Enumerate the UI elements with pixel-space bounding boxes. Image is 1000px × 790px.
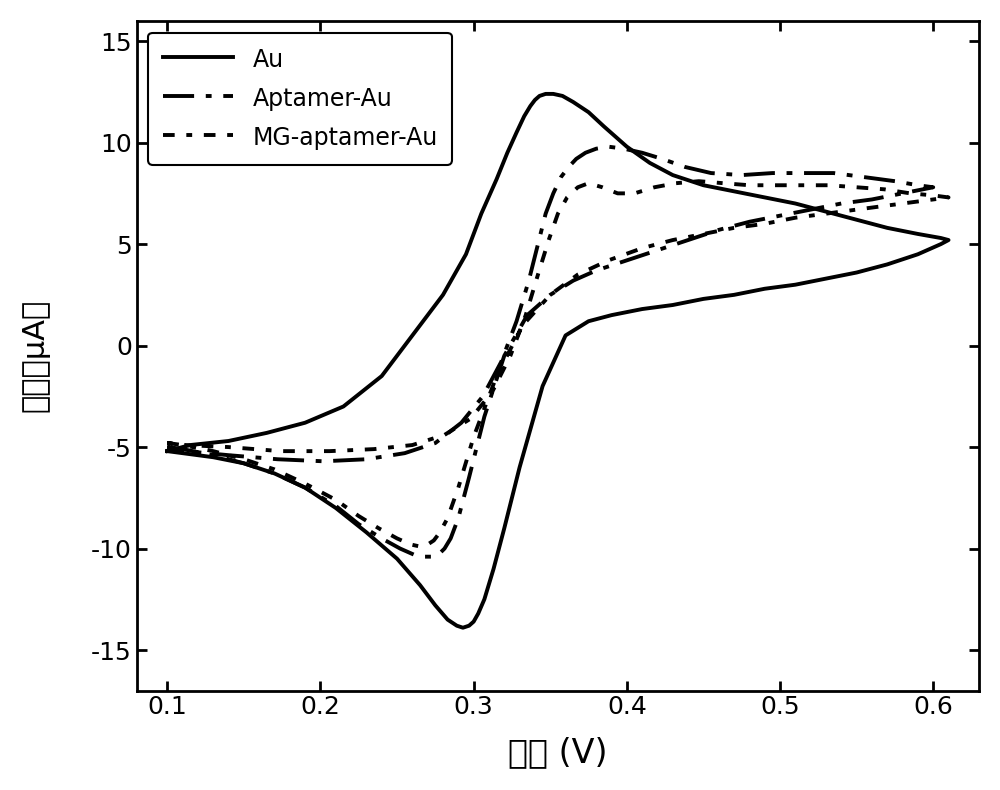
Aptamer-Au: [828, 168, 840, 178]
Aptamer-Au: [455, 418, 467, 427]
MG-aptamer-Au: [628, 189, 640, 198]
MG-aptamer-Au: [583, 179, 595, 188]
MG-aptamer-Au: [161, 438, 173, 448]
Line: Aptamer-Au: Aptamer-Au: [167, 147, 933, 557]
Au: [820, 207, 832, 216]
MG-aptamer-Au: [406, 440, 418, 450]
MG-aptamer-Au: [693, 176, 705, 186]
Au: [851, 215, 863, 224]
Aptamer-Au: [419, 552, 431, 562]
Au: [472, 609, 484, 619]
Au: [478, 595, 490, 604]
MG-aptamer-Au: [414, 542, 426, 551]
Line: MG-aptamer-Au: MG-aptamer-Au: [167, 181, 949, 547]
Au: [337, 402, 349, 412]
Aptamer-Au: [394, 544, 406, 553]
Aptamer-Au: [161, 442, 173, 452]
Y-axis label: 电流（μA）: 电流（μA）: [21, 299, 50, 412]
MG-aptamer-Au: [532, 270, 544, 280]
Au: [161, 446, 173, 456]
Au: [547, 89, 559, 99]
Au: [636, 304, 648, 314]
MG-aptamer-Au: [368, 444, 380, 453]
Aptamer-Au: [602, 142, 614, 152]
MG-aptamer-Au: [161, 438, 173, 448]
Aptamer-Au: [463, 472, 475, 482]
Aptamer-Au: [805, 205, 817, 214]
Aptamer-Au: [161, 442, 173, 452]
Aptamer-Au: [567, 276, 579, 285]
X-axis label: 电位 (V): 电位 (V): [508, 736, 608, 769]
MG-aptamer-Au: [324, 446, 336, 456]
Au: [457, 623, 469, 633]
Legend: Au, Aptamer-Au, MG-aptamer-Au: Au, Aptamer-Au, MG-aptamer-Au: [148, 32, 452, 164]
Line: Au: Au: [167, 94, 949, 628]
Au: [161, 446, 173, 456]
